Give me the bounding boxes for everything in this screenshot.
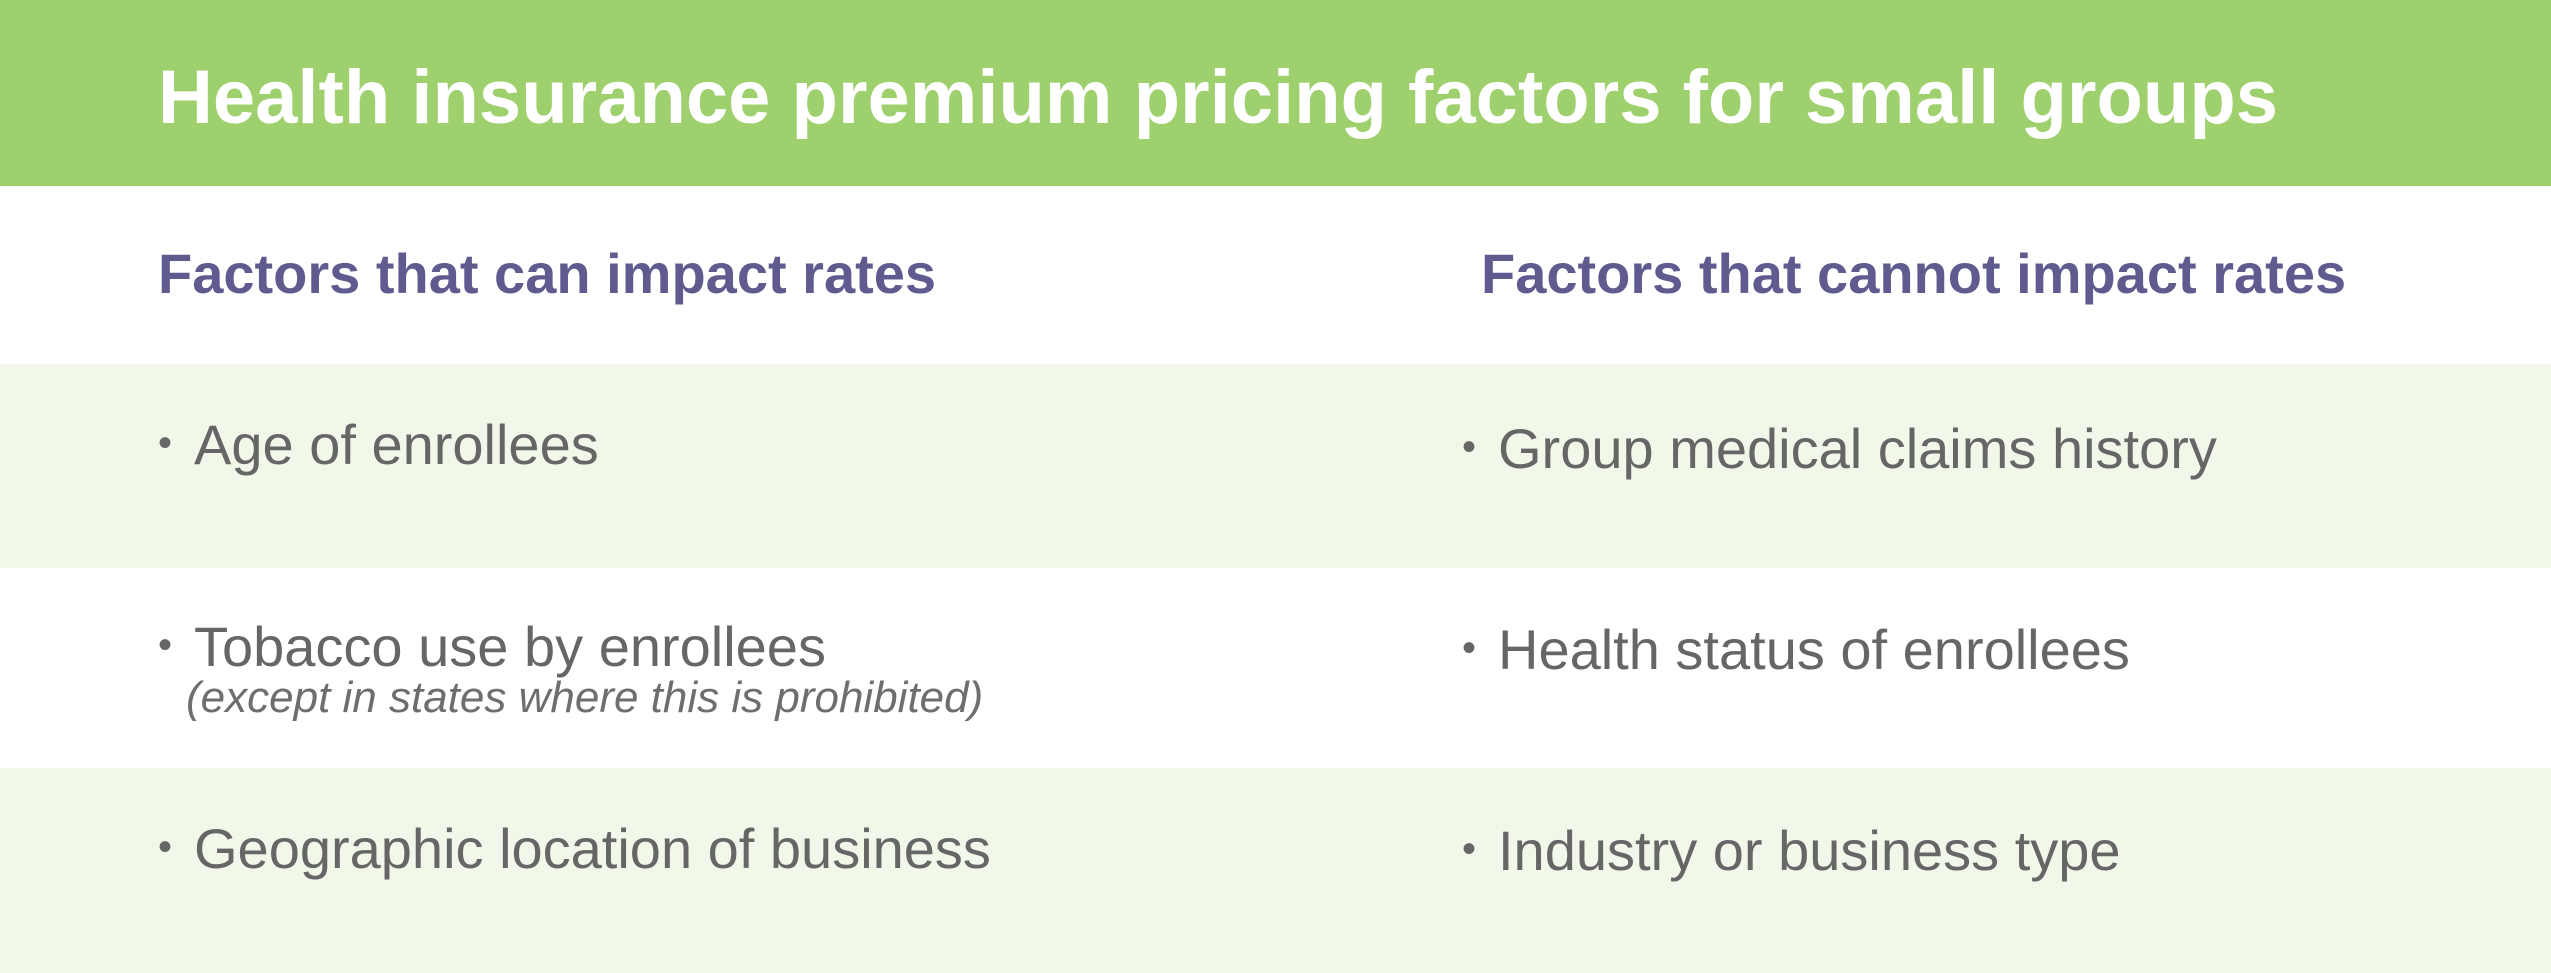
cannot-impact-item: • Industry or business type xyxy=(1462,816,2121,884)
item-text: Group medical claims history xyxy=(1498,417,2217,480)
bullet: • xyxy=(1462,425,1477,469)
bullet: • xyxy=(158,825,173,869)
item-text: Geographic location of business xyxy=(194,817,991,880)
bullet: • xyxy=(158,421,173,465)
cannot-impact-item: • Health status of enrollees xyxy=(1462,615,2130,683)
cannot-impact-item: • Group medical claims history xyxy=(1462,414,2217,482)
can-impact-heading: Factors that can impact rates xyxy=(158,242,937,305)
can-impact-item: • Age of enrollees xyxy=(158,410,599,478)
item-note: (except in states where this is prohibit… xyxy=(186,673,984,722)
can-impact-item: • Tobacco use by enrollees xyxy=(158,612,826,680)
item-text: Age of enrollees xyxy=(194,413,599,476)
item-text: Health status of enrollees xyxy=(1498,618,2130,681)
column-header-row: Factors that can impact rates Factors th… xyxy=(0,186,2551,364)
table-row: • Tobacco use by enrollees (except in sta… xyxy=(0,568,2551,768)
bullet: • xyxy=(1462,827,1477,871)
bullet: • xyxy=(158,623,173,667)
page-title: Health insurance premium pricing factors… xyxy=(158,55,2279,140)
title-banner: Health insurance premium pricing factors… xyxy=(0,0,2551,186)
cannot-impact-heading: Factors that cannot impact rates xyxy=(1481,242,2347,305)
table-row: • Geographic location of business • Indust… xyxy=(0,768,2551,973)
item-text: Tobacco use by enrollees xyxy=(194,615,826,678)
can-impact-item: • Geographic location of business xyxy=(158,814,991,882)
table-row: • Age of enrollees • Group medical claims … xyxy=(0,364,2551,568)
bullet: • xyxy=(1462,626,1477,670)
item-text: Industry or business type xyxy=(1498,819,2121,882)
